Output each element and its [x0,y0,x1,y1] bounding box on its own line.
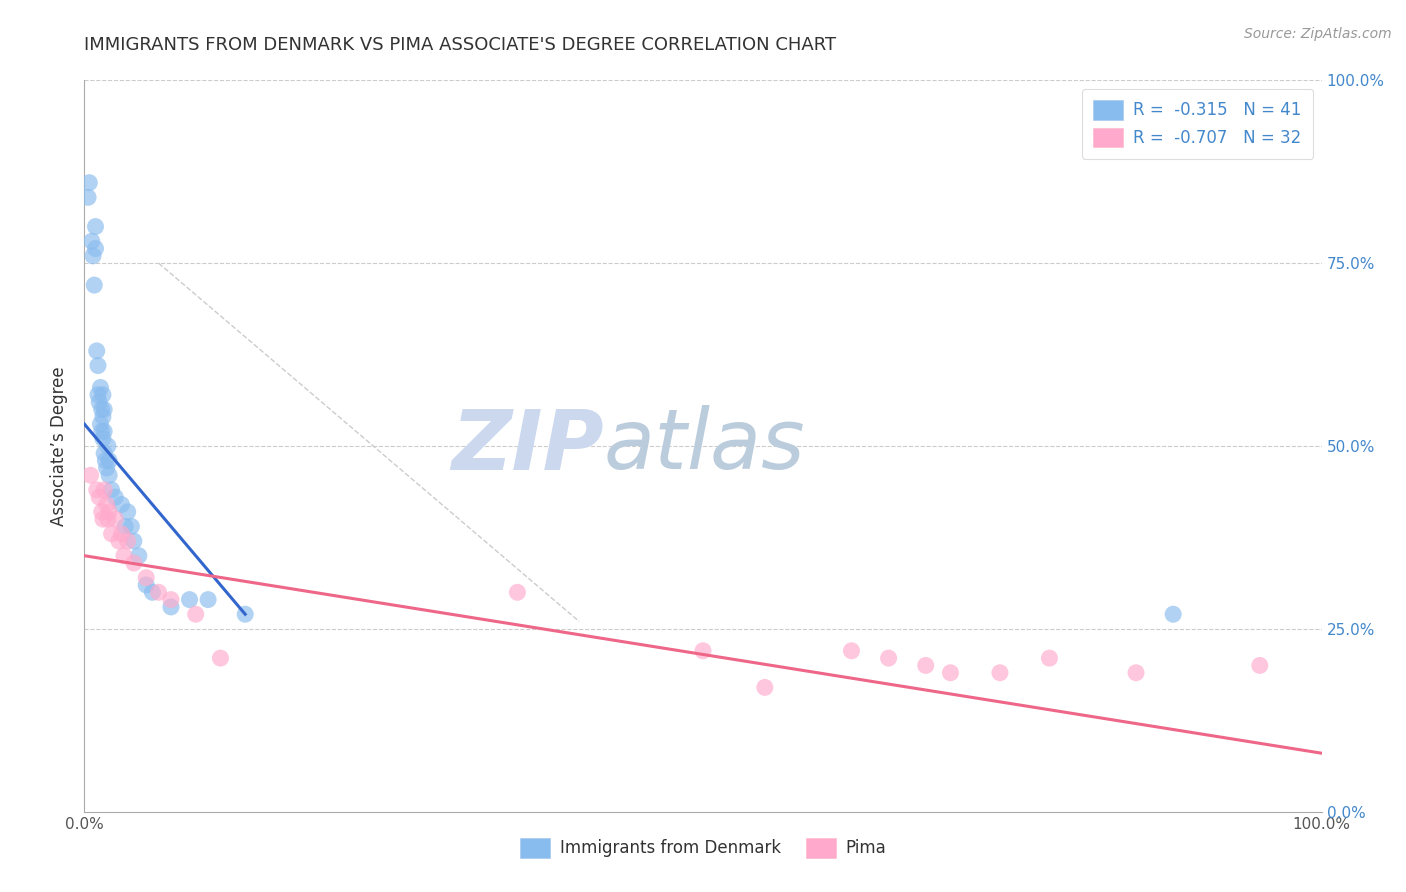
Point [914,658,936,673]
Point [87,359,110,373]
Point [184,607,207,622]
Point [841,644,863,658]
Point [84,219,107,234]
Point [89,380,111,394]
Point [86,483,108,497]
Point [93,402,115,417]
Point [160,599,183,614]
Point [112,549,135,563]
Point [1161,607,1184,622]
Point [108,534,131,549]
Text: ZIP: ZIP [451,406,605,486]
Point [141,585,163,599]
Point [117,505,139,519]
Point [98,468,121,483]
Y-axis label: Associate’s Degree: Associate’s Degree [51,367,69,525]
Point [120,519,142,533]
Point [91,512,114,526]
Point [83,278,105,293]
Point [94,453,117,467]
Point [506,585,529,599]
Point [160,592,183,607]
Point [89,490,111,504]
Point [197,592,219,607]
Point [122,556,145,570]
Point [1038,651,1060,665]
Point [97,439,120,453]
Text: atlas: atlas [605,406,806,486]
Point [1125,665,1147,680]
Point [233,607,256,622]
Point [77,190,100,204]
Point [89,395,111,409]
Point [1249,658,1271,673]
Point [135,578,157,592]
Point [87,388,110,402]
Point [80,234,103,248]
Point [110,498,132,512]
Text: Source: ZipAtlas.com: Source: ZipAtlas.com [1244,27,1392,41]
Point [98,505,121,519]
Point [114,519,136,533]
Point [91,409,114,424]
Point [98,453,121,467]
Point [104,512,127,526]
Point [96,461,118,475]
Point [877,651,900,665]
Point [90,425,112,439]
Point [90,505,112,519]
Point [97,512,120,526]
Point [754,681,776,695]
Point [86,343,108,358]
Point [179,592,201,607]
Point [93,483,115,497]
Point [988,665,1011,680]
Point [104,490,127,504]
Point [93,425,115,439]
Point [100,526,122,541]
Point [117,534,139,549]
Point [128,549,150,563]
Text: IMMIGRANTS FROM DENMARK VS PIMA ASSOCIATE'S DEGREE CORRELATION CHART: IMMIGRANTS FROM DENMARK VS PIMA ASSOCIAT… [84,36,837,54]
Point [135,571,157,585]
Point [939,665,962,680]
Point [79,468,101,483]
Point [90,402,112,417]
Point [84,242,107,256]
Point [148,585,170,599]
Point [91,432,114,446]
Point [91,388,114,402]
Point [79,176,101,190]
Point [82,249,104,263]
Point [209,651,232,665]
Point [110,526,132,541]
Point [89,417,111,431]
Point [93,446,115,460]
Point [100,483,122,497]
Point [122,534,145,549]
Point [692,644,714,658]
Point [96,498,118,512]
Legend: Immigrants from Denmark, Pima: Immigrants from Denmark, Pima [508,827,898,869]
